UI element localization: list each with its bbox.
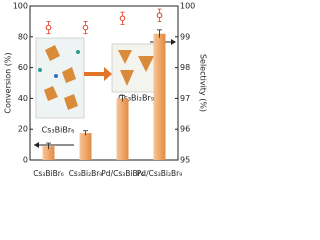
selectivity-point	[119, 15, 126, 22]
octahedron	[64, 94, 78, 110]
y2-tick-label: 97	[180, 94, 190, 103]
x-tick-label: Pd/Cs₃BiBr₆	[101, 169, 143, 178]
octahedron	[118, 50, 132, 64]
bar	[42, 146, 55, 160]
y2-tick-label: 96	[180, 125, 190, 134]
x-tick-label: Pd/Cs₃Bi₂Br₉	[137, 169, 182, 178]
y-tick-label: 20	[18, 125, 28, 134]
plot-frame	[29, 5, 179, 161]
axis-pointer-head	[171, 39, 176, 45]
x-tick-label: Cs₃BiBr₆	[33, 169, 64, 178]
bar	[116, 98, 129, 160]
octahedron	[45, 45, 60, 61]
y-axis-label: Conversion (%)	[4, 52, 13, 113]
chart: Cs₃BiBr₆ Cs₃Bi₂Br₉ Conversion (%) Select…	[4, 2, 208, 179]
x-tick-label: Cs₃Bi₂Br₉	[69, 169, 103, 178]
y2-tick-label: 98	[180, 63, 190, 72]
insets	[34, 37, 176, 148]
y-tick-label: 0	[23, 156, 28, 165]
selectivity-point	[156, 12, 163, 19]
transform-arrow	[84, 67, 112, 81]
y-tick-label: 80	[18, 32, 28, 41]
y2-tick-label: 100	[180, 2, 195, 11]
atom	[54, 74, 58, 78]
annotation: Cs₃Bi₂Br₉	[118, 94, 154, 103]
selectivity-point	[82, 24, 89, 31]
y2-tick-label: 99	[180, 32, 190, 41]
y-tick-label: 40	[18, 94, 28, 103]
annotation: Cs₃BiBr₆	[42, 126, 75, 135]
atom	[76, 50, 80, 54]
octahedron	[44, 86, 58, 101]
octahedron	[62, 67, 76, 83]
y2-axis-label: Selectivity (%)	[199, 54, 208, 112]
bar	[79, 133, 92, 160]
axis-pointer-head	[34, 142, 39, 148]
y-tick-label: 100	[13, 2, 28, 11]
y-tick-label: 60	[18, 63, 28, 72]
octahedron	[138, 56, 154, 72]
atom	[38, 68, 42, 72]
y2-tick-label: 95	[180, 156, 190, 165]
selectivity-point	[45, 24, 52, 31]
octahedron	[120, 70, 134, 86]
bar	[153, 33, 166, 160]
